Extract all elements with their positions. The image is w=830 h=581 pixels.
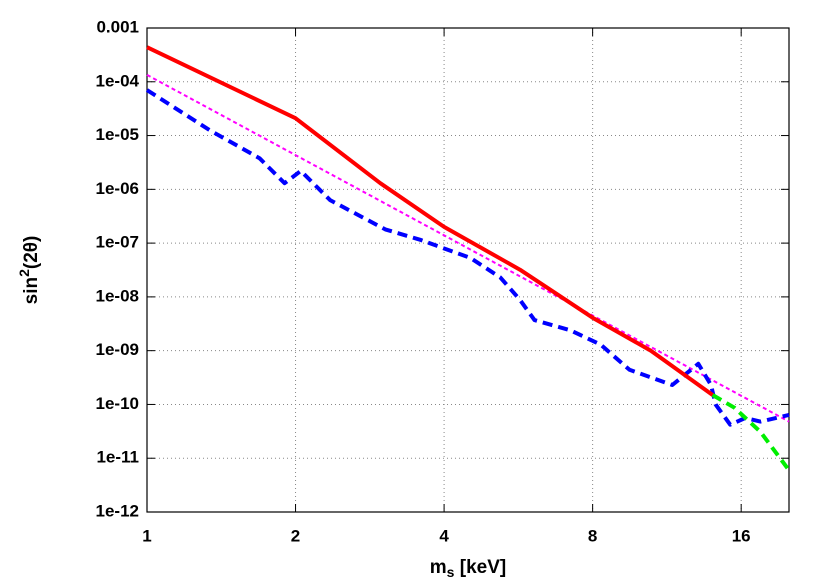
y-label-rest: (2θ) <box>21 236 42 270</box>
y-tick-label: 1e-07 <box>96 233 139 252</box>
plot-frame <box>146 27 790 513</box>
y-tick-label: 0.001 <box>96 17 139 36</box>
series-line <box>145 88 790 427</box>
series-line <box>146 74 790 423</box>
x-label-sub: s <box>447 564 455 580</box>
x-tick-label: 1 <box>142 526 151 545</box>
y-axis-label: sin2(2θ) <box>16 236 42 305</box>
y-tick-label: 1e-12 <box>96 501 139 520</box>
y-tick-label: 1e-09 <box>96 340 139 359</box>
x-axis-label: ms [keV] <box>430 557 506 580</box>
x-label-main: m <box>430 557 447 578</box>
x-tick-label: 2 <box>291 526 300 545</box>
y-tick-label: 1e-04 <box>96 71 140 90</box>
y-tick-label: 1e-05 <box>96 125 139 144</box>
y-label-sup: 2 <box>16 269 32 277</box>
x-label-rest: [keV] <box>454 557 506 578</box>
x-tick-label: 4 <box>439 526 449 545</box>
x-tick-label: 8 <box>588 526 597 545</box>
series-line <box>711 393 791 472</box>
y-tick-label: 1e-11 <box>96 448 139 467</box>
y-tick-label: 1e-08 <box>96 286 139 305</box>
y-tick-label: 1e-10 <box>96 394 139 413</box>
x-tick-label: 16 <box>732 526 751 545</box>
y-label-main: sin <box>21 277 42 304</box>
y-tick-label: 1e-06 <box>96 179 139 198</box>
series-line <box>146 45 714 397</box>
